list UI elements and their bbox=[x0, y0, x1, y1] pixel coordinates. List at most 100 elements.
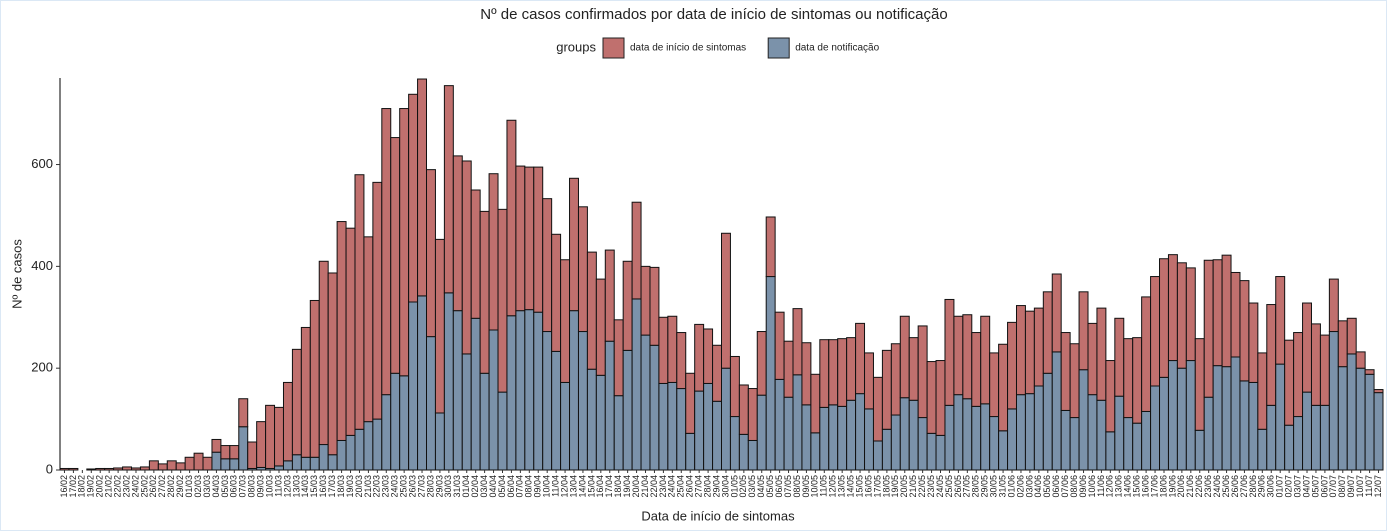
bar-segment bbox=[1328, 331, 1339, 471]
bar-segment bbox=[1284, 424, 1295, 471]
bar-segment bbox=[658, 382, 669, 471]
x-tick-label: 17/03 bbox=[327, 475, 337, 498]
x-tick-label: 27/02 bbox=[157, 475, 167, 498]
bar-segment bbox=[372, 181, 383, 420]
x-tick-label: 04/05 bbox=[756, 475, 766, 498]
bar-segment bbox=[1337, 320, 1348, 368]
x-tick-label: 06/04 bbox=[506, 475, 516, 498]
bar-segment bbox=[577, 206, 588, 333]
bar-segment bbox=[1319, 334, 1330, 406]
bar-segment bbox=[890, 414, 901, 471]
x-tick-label: 18/03 bbox=[336, 475, 346, 498]
x-tick-label: 07/07 bbox=[1328, 475, 1338, 498]
bar-segment bbox=[1033, 307, 1044, 387]
bar-segment bbox=[1024, 310, 1035, 395]
y-tick-label: 600 bbox=[31, 156, 53, 171]
bar-segment bbox=[685, 372, 696, 434]
x-tick-label: 21/02 bbox=[104, 475, 114, 498]
x-tick-label: 08/07 bbox=[1337, 475, 1347, 498]
bar-segment bbox=[837, 405, 848, 471]
bar-segment bbox=[1069, 417, 1080, 471]
bar-segment bbox=[1141, 410, 1152, 471]
bar-segment bbox=[300, 326, 311, 458]
x-tick-label: 29/06 bbox=[1257, 475, 1267, 498]
bar-segment bbox=[148, 460, 159, 471]
bar-segment bbox=[363, 421, 374, 471]
bar-segment bbox=[640, 334, 651, 471]
bar-segment bbox=[345, 434, 356, 471]
bar-segment bbox=[1123, 417, 1134, 471]
bar-segment bbox=[622, 260, 633, 351]
bar-segment bbox=[175, 462, 186, 471]
bar-segment bbox=[989, 352, 1000, 418]
x-tick-label: 08/04 bbox=[524, 475, 534, 498]
bar-segment bbox=[426, 169, 436, 338]
bar-segment bbox=[1337, 366, 1348, 471]
bar-segment bbox=[649, 344, 660, 471]
bar-segment bbox=[1078, 369, 1089, 471]
x-tick-label: 22/06 bbox=[1194, 475, 1204, 498]
bar-segment bbox=[1087, 322, 1098, 396]
bar-segment bbox=[1033, 385, 1044, 471]
bar-segment bbox=[1042, 291, 1053, 374]
bar-segment bbox=[783, 340, 794, 398]
x-tick-label: 20/02 bbox=[95, 475, 105, 498]
bar-segment bbox=[1176, 262, 1187, 369]
chart-title: Nº de casos confirmados por data de iníc… bbox=[480, 6, 947, 23]
x-tick-label: 17/05 bbox=[872, 475, 882, 498]
bar-segment bbox=[1221, 254, 1232, 368]
bar-segment bbox=[917, 417, 928, 471]
legend-label: data de notificação bbox=[795, 43, 879, 54]
x-tick-label: 13/06 bbox=[1114, 475, 1124, 498]
bar-segment bbox=[265, 404, 276, 469]
bar-segment bbox=[837, 338, 848, 407]
bar-segment bbox=[819, 339, 830, 408]
x-tick-label: 12/05 bbox=[828, 475, 838, 498]
x-tick-label: 28/06 bbox=[1248, 475, 1258, 498]
x-tick-label: 25/02 bbox=[139, 475, 149, 498]
x-tick-label: 28/03 bbox=[425, 475, 435, 498]
bar-segment bbox=[1266, 304, 1277, 406]
bar-segment bbox=[470, 189, 481, 319]
bar-segment bbox=[998, 430, 1009, 471]
bar-segment bbox=[1293, 332, 1304, 418]
x-tick-label: 21/04 bbox=[640, 475, 650, 498]
x-tick-label: 24/03 bbox=[390, 475, 400, 498]
bar-segment bbox=[506, 315, 517, 471]
x-tick-label: 07/06 bbox=[1060, 475, 1070, 498]
bar-segment bbox=[1042, 372, 1053, 471]
bar-segment bbox=[327, 272, 338, 456]
bar-segment bbox=[300, 456, 311, 471]
bar-segment bbox=[613, 319, 624, 397]
bar-segment bbox=[470, 317, 481, 471]
bar-segment bbox=[569, 177, 579, 312]
bar-segment bbox=[774, 378, 785, 471]
bar-segment bbox=[238, 398, 249, 428]
bar-segment bbox=[738, 433, 749, 471]
x-tick-label: 08/06 bbox=[1069, 475, 1079, 498]
bar-segment bbox=[855, 322, 866, 395]
x-tick-label: 18/04 bbox=[613, 475, 623, 498]
bar-segment bbox=[1150, 385, 1161, 471]
legend-swatch bbox=[602, 37, 625, 59]
x-tick-label: 04/07 bbox=[1301, 475, 1311, 498]
bar-segment bbox=[363, 236, 374, 423]
x-tick-label: 29/04 bbox=[711, 475, 721, 498]
bar-segment bbox=[282, 381, 293, 462]
x-tick-label: 19/02 bbox=[86, 475, 96, 498]
x-tick-label: 19/05 bbox=[890, 475, 900, 498]
x-tick-label: 09/04 bbox=[533, 475, 543, 498]
x-tick-label: 14/05 bbox=[845, 475, 855, 498]
x-tick-label: 01/03 bbox=[184, 475, 194, 498]
x-tick-label: 01/06 bbox=[1006, 475, 1016, 498]
x-tick-label: 07/05 bbox=[783, 475, 793, 498]
bar-segment bbox=[819, 406, 830, 471]
bar-segment bbox=[157, 463, 168, 471]
x-tick-label: 29/05 bbox=[980, 475, 990, 498]
bar-segment bbox=[479, 372, 490, 471]
bar-segment bbox=[1230, 271, 1241, 358]
bar-segment bbox=[569, 310, 579, 471]
bar-segment bbox=[309, 456, 320, 471]
bar-segment bbox=[1105, 360, 1116, 433]
bar-segment bbox=[765, 216, 776, 278]
